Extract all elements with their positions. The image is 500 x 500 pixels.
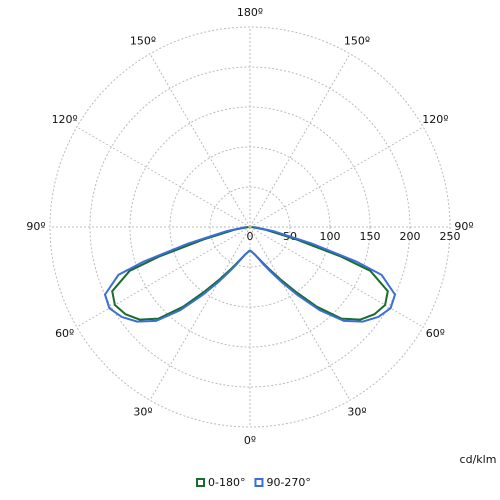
- grid-spoke: [249, 53, 351, 228]
- angle-label: 60º: [426, 327, 445, 340]
- angle-label: 180º: [237, 6, 263, 19]
- r-tick-label: 150: [360, 230, 381, 243]
- grid-circle: [49, 26, 451, 428]
- series-line: [111, 226, 251, 321]
- r-tick-label: 250: [440, 230, 461, 243]
- grid-spoke: [149, 226, 251, 401]
- angle-label: 150º: [344, 35, 370, 48]
- series-line: [103, 226, 251, 323]
- r-tick-label: 200: [400, 230, 421, 243]
- grid-spoke: [76, 126, 251, 228]
- grid-spoke: [149, 53, 251, 228]
- series-line: [249, 226, 397, 323]
- r-tick-label: 0: [247, 230, 254, 243]
- legend-swatch: [196, 478, 205, 487]
- angle-label: 30º: [133, 405, 152, 418]
- legend-label: 0-180°: [208, 476, 245, 489]
- legend-swatch: [254, 478, 264, 487]
- r-tick-label: 100: [320, 230, 341, 243]
- angle-label: 150º: [130, 35, 156, 48]
- angle-label: 120º: [422, 113, 448, 126]
- grid-spoke: [249, 126, 424, 228]
- grid-spoke: [249, 226, 424, 328]
- grid-spoke: [249, 226, 351, 401]
- grid-spoke: [76, 226, 251, 328]
- unit-label: cd/klm: [460, 453, 497, 466]
- angle-label: 90º: [26, 220, 45, 233]
- angle-label: 90º: [454, 220, 473, 233]
- angle-label: 60º: [55, 327, 74, 340]
- angle-label: 30º: [347, 405, 366, 418]
- legend-label: 90-270°: [266, 476, 310, 489]
- angle-label: 0º: [244, 434, 256, 447]
- angle-label: 120º: [52, 113, 78, 126]
